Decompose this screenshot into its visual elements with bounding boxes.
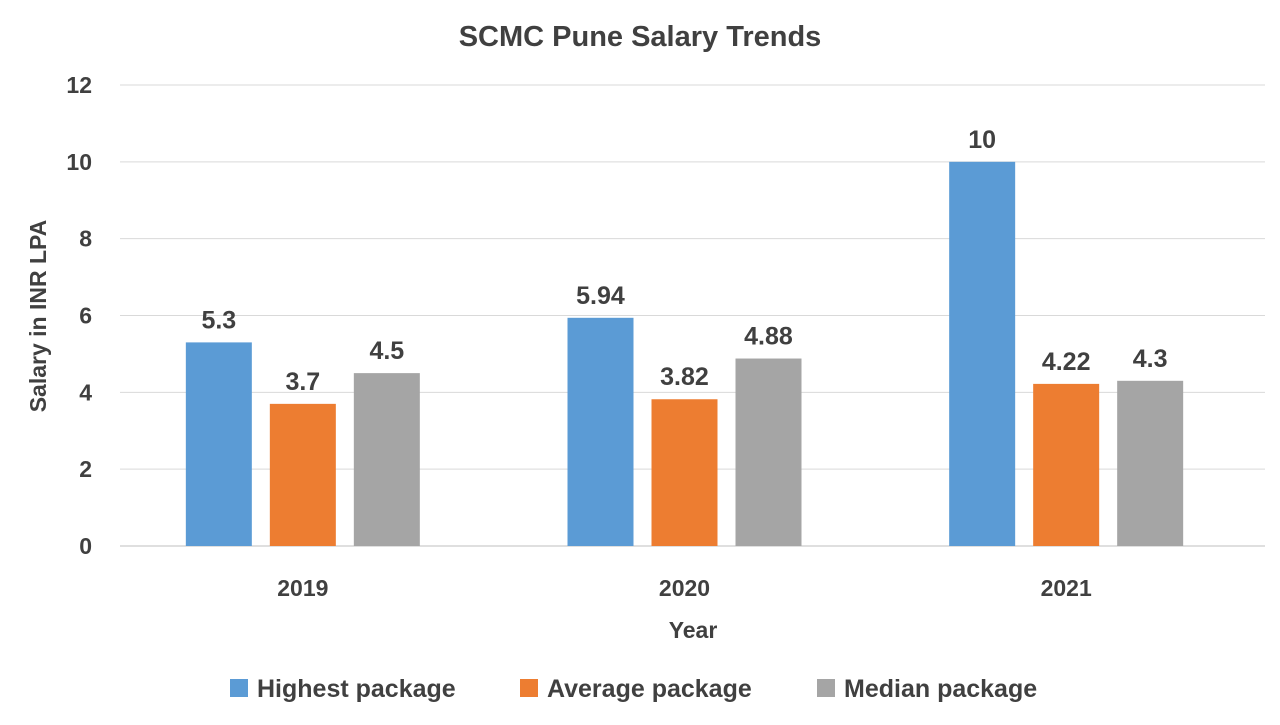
data-label: 10 — [968, 126, 996, 154]
y-axis-ticks: 0 2 4 6 8 10 12 — [66, 72, 92, 559]
chart-title: SCMC Pune Salary Trends — [459, 21, 822, 53]
y-tick-label: 12 — [66, 72, 92, 98]
data-label: 4.88 — [744, 323, 793, 351]
legend-label: Highest package — [257, 675, 456, 703]
y-tick-label: 6 — [79, 303, 92, 329]
data-label: 4.3 — [1133, 345, 1168, 373]
bar — [185, 342, 252, 546]
bar — [949, 161, 1016, 547]
data-label: 4.22 — [1042, 348, 1091, 376]
bar — [1033, 383, 1100, 546]
y-tick-label: 10 — [66, 149, 92, 175]
legend-swatch — [817, 679, 835, 697]
bar — [735, 358, 802, 546]
legend-swatch — [230, 679, 248, 697]
x-axis-label: Year — [669, 617, 718, 643]
y-tick-label: 4 — [79, 379, 92, 405]
bar — [269, 403, 336, 546]
bar — [651, 399, 718, 546]
x-axis-ticks: 2019 2020 2021 — [277, 575, 1092, 601]
x-tick-label: 2019 — [277, 575, 328, 601]
y-tick-label: 8 — [79, 226, 92, 252]
bars: 5.3 3.7 4.5 5.94 3.82 4.88 10 4.22 4.3 — [185, 126, 1184, 547]
y-tick-label: 0 — [79, 533, 92, 559]
x-tick-label: 2020 — [659, 575, 710, 601]
y-axis-label: Salary in INR LPA — [25, 220, 51, 413]
data-label: 5.3 — [201, 306, 236, 334]
data-label: 3.82 — [660, 363, 709, 391]
legend-label: Average package — [547, 675, 752, 703]
bar — [567, 317, 634, 546]
legend: Highest package Average package Median pac… — [230, 675, 1037, 703]
data-label: 3.7 — [285, 368, 320, 396]
bar — [353, 373, 420, 546]
x-tick-label: 2021 — [1041, 575, 1092, 601]
data-label: 5.94 — [576, 282, 625, 310]
bar — [1117, 380, 1184, 546]
y-tick-label: 2 — [79, 456, 92, 482]
legend-swatch — [520, 679, 538, 697]
data-label: 4.5 — [369, 337, 404, 365]
legend-label: Median package — [844, 675, 1037, 703]
